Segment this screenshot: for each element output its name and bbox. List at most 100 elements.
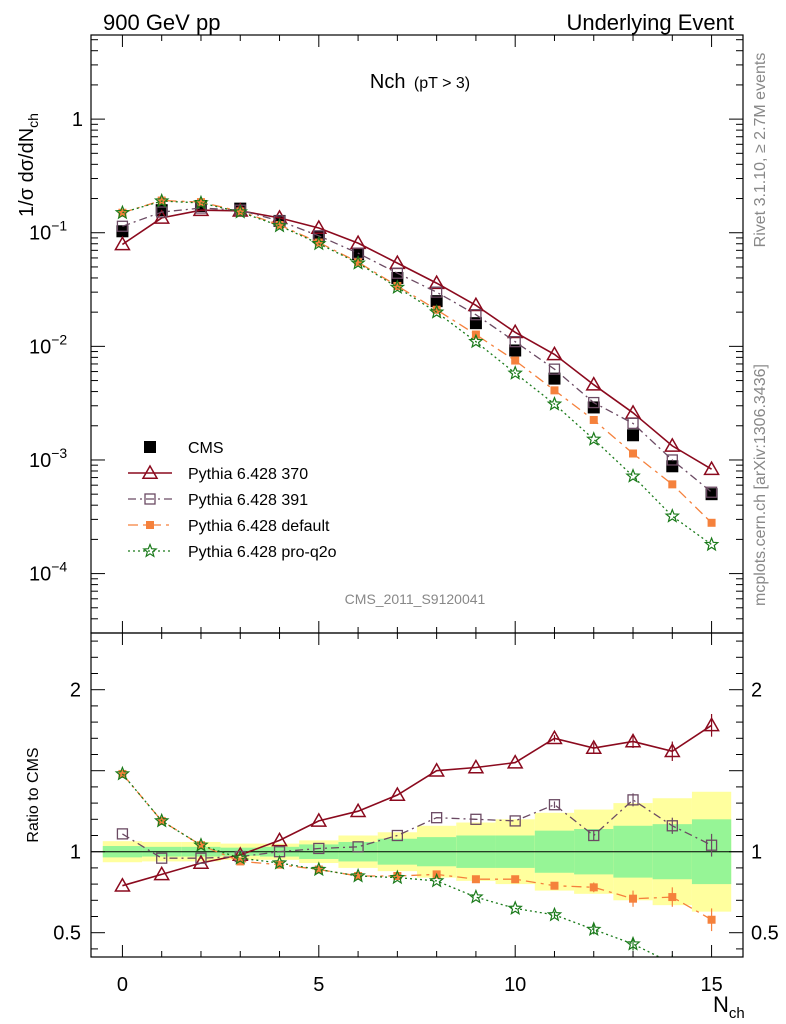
ratio-line-p370	[122, 724, 713, 887]
ratio-plot	[114, 714, 720, 957]
plot-title: Nch (pT > 3)	[370, 71, 470, 93]
point-proq2o-6	[350, 254, 366, 270]
line-proq2o	[122, 200, 712, 546]
point-default-7	[393, 281, 402, 290]
ytick-exp: −3	[51, 445, 67, 461]
analysis-tag: CMS_2011_S9120041	[345, 591, 486, 607]
ratio-point-proq2o-14	[671, 955, 673, 957]
point-cms-8	[430, 295, 443, 308]
point-cms-11	[548, 372, 561, 385]
bottom-ylabel: Ratio to CMS	[25, 747, 42, 842]
ratio-point-proq2o-12	[586, 921, 602, 937]
point-p370-5	[310, 219, 328, 235]
ratio-series-p370	[114, 714, 720, 892]
ratio-point-p391-14	[666, 820, 678, 832]
ytick-bot-label-l-2: 2	[70, 680, 81, 702]
ratio-point-p370-11	[546, 729, 563, 745]
top-ylabel: 1/σ dσ/dNch	[16, 113, 41, 217]
legend-marker-cms	[144, 441, 156, 453]
point-proq2o-0	[114, 204, 131, 220]
ratio-series-proq2o	[114, 765, 673, 957]
ytick-base: 10	[29, 336, 51, 358]
point-p370-12	[585, 376, 603, 391]
ytick-base: 10	[29, 564, 51, 586]
point-p391-12	[588, 396, 600, 409]
point-proq2o-14	[664, 508, 681, 523]
ytick-bot-label-r-0.5: 0.5	[751, 923, 779, 945]
ratio-point-proq2o-0	[114, 765, 131, 781]
ratio-point-default-6	[354, 872, 363, 880]
point-proq2o-1	[153, 192, 170, 208]
ratio-point-default-11	[550, 881, 559, 890]
ratio-point-p370-14	[664, 742, 681, 758]
point-proq2o-11	[546, 395, 563, 411]
ytick-exp: −2	[51, 331, 67, 347]
point-p391-15	[705, 486, 718, 498]
ratio-point-p391-13	[627, 794, 639, 806]
point-default-12	[589, 415, 598, 424]
point-proq2o-9	[468, 333, 484, 349]
point-p370-0	[114, 235, 131, 251]
ratio-point-p391-15	[705, 839, 718, 851]
point-cms-14	[666, 460, 679, 473]
point-cms-9	[469, 317, 482, 330]
xtick-label-0: 0	[117, 974, 128, 996]
ratio-line-default	[121, 773, 712, 921]
xtick-label-10: 10	[504, 974, 526, 996]
point-p391-14	[666, 454, 678, 466]
ratio-point-p391-0	[116, 828, 129, 840]
main-plot	[114, 192, 720, 552]
ratio-point-p370-2	[192, 854, 210, 870]
mcplots-label: mcplots.cern.ch [arXiv:1306.3436]	[752, 364, 769, 606]
legend-item-p391: Pythia 6.428 391	[128, 492, 308, 509]
point-default-6	[354, 258, 363, 267]
point-default-15	[707, 518, 716, 527]
ratio-point-p370-1	[153, 865, 170, 881]
ratio-point-p370-5	[310, 812, 328, 827]
ytick-bot-label-l-1: 1	[70, 842, 81, 864]
point-default-13	[629, 449, 638, 458]
ratio-point-proq2o-1	[153, 812, 170, 828]
point-proq2o-13	[625, 468, 641, 483]
ratio-point-proq2o-7	[389, 869, 406, 885]
legend-label-default: Pythia 6.428 default	[188, 518, 330, 535]
ratio-point-default-5	[314, 865, 323, 874]
ratio-point-proq2o-5	[311, 861, 327, 877]
point-p370-10	[506, 323, 524, 339]
point-proq2o-7	[389, 279, 406, 295]
ratio-point-proq2o-8	[428, 872, 445, 888]
ratio-point-p370-4	[271, 831, 288, 847]
ytick-bot-label-r-2: 2	[751, 680, 762, 702]
point-cms-13	[627, 429, 640, 442]
ytick-bot-label-r-1: 1	[751, 842, 762, 864]
point-p370-14	[664, 437, 681, 452]
ytick-top-label-4: 10−4	[29, 559, 67, 586]
ytick-top-label-0: 1	[72, 109, 83, 131]
legend-label-cms: CMS	[188, 440, 224, 457]
ratio-point-p391-8	[430, 812, 443, 824]
legend-item-proq2o: Pythia 6.428 pro-q2o	[128, 542, 337, 561]
ratio-point-proq2o-4	[271, 854, 288, 870]
point-proq2o-15	[703, 536, 720, 552]
ytick-base: 10	[29, 223, 51, 245]
series-proq2o	[114, 192, 720, 552]
ytick-top-label-1: 10−1	[29, 218, 67, 245]
line-p370	[121, 209, 713, 470]
point-p391-8	[430, 286, 443, 298]
ratio-point-default-12	[589, 883, 598, 892]
point-proq2o-5	[311, 235, 327, 251]
legend-label-p370: Pythia 6.428 370	[188, 466, 308, 483]
point-proq2o-4	[271, 217, 288, 233]
point-p370-2	[192, 201, 210, 217]
point-p391-9	[470, 309, 482, 321]
ratio-point-p370-13	[624, 733, 642, 748]
point-proq2o-3	[232, 203, 249, 219]
ratio-point-p391-9	[470, 813, 482, 825]
point-p391-11	[548, 363, 561, 375]
xtick-label-15: 15	[700, 974, 722, 996]
ratio-point-default-10	[511, 875, 520, 884]
ratio-point-default-14	[668, 893, 677, 902]
legend-marker-p370	[141, 464, 159, 479]
ratio-point-p391-10	[509, 815, 521, 827]
